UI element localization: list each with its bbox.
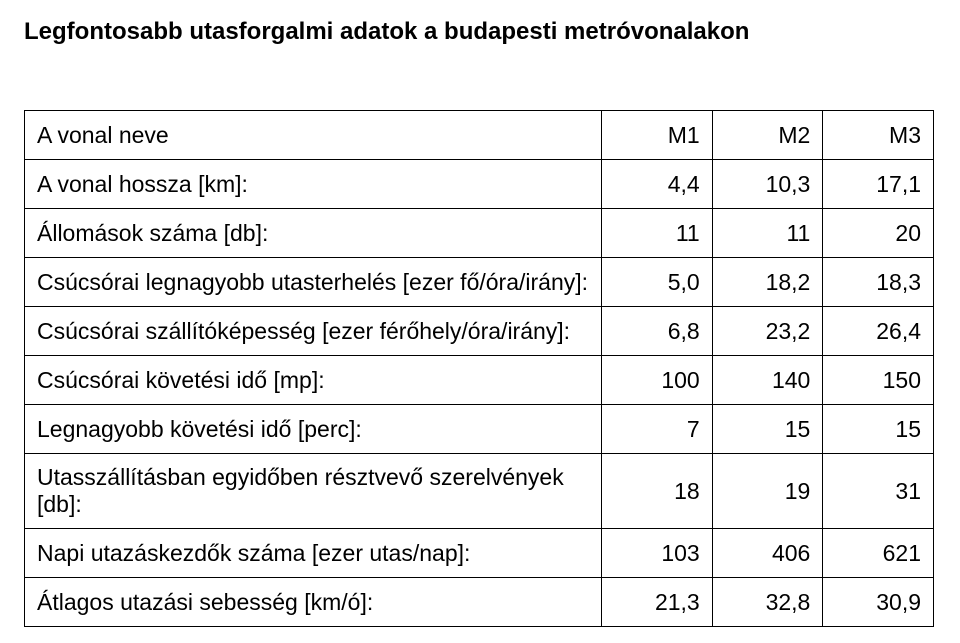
row-val-3: 26,4: [823, 307, 934, 356]
row-val-1: 18: [602, 454, 713, 529]
header-col-2: M2: [712, 111, 823, 160]
row-label: Átlagos utazási sebesség [km/ó]:: [25, 578, 602, 627]
table-row: Átlagos utazási sebesség [km/ó]: 21,3 32…: [25, 578, 934, 627]
table-row: Utasszállításban egyidőben résztvevő sze…: [25, 454, 934, 529]
page-title: Legfontosabb utasforgalmi adatok a budap…: [24, 18, 936, 46]
table-row: A vonal hossza [km]: 4,4 10,3 17,1: [25, 160, 934, 209]
row-val-1: 103: [602, 529, 713, 578]
row-label: Napi utazáskezdők száma [ezer utas/nap]:: [25, 529, 602, 578]
row-label: Csúcsórai követési idő [mp]:: [25, 356, 602, 405]
row-val-3: 150: [823, 356, 934, 405]
table-row: Csúcsórai szállítóképesség [ezer férőhel…: [25, 307, 934, 356]
row-val-3: 17,1: [823, 160, 934, 209]
row-val-1: 100: [602, 356, 713, 405]
row-val-2: 10,3: [712, 160, 823, 209]
row-val-1: 11: [602, 209, 713, 258]
table-header-row: A vonal neve M1 M2 M3: [25, 111, 934, 160]
row-label: Csúcsórai legnagyobb utasterhelés [ezer …: [25, 258, 602, 307]
row-val-1: 6,8: [602, 307, 713, 356]
row-label: Legnagyobb követési idő [perc]:: [25, 405, 602, 454]
row-val-1: 21,3: [602, 578, 713, 627]
row-val-1: 7: [602, 405, 713, 454]
table-row: Állomások száma [db]: 11 11 20: [25, 209, 934, 258]
data-table: A vonal neve M1 M2 M3 A vonal hossza [km…: [24, 110, 934, 627]
row-val-2: 32,8: [712, 578, 823, 627]
table-row: Csúcsórai követési idő [mp]: 100 140 150: [25, 356, 934, 405]
table-row: Csúcsórai legnagyobb utasterhelés [ezer …: [25, 258, 934, 307]
row-label: Állomások száma [db]:: [25, 209, 602, 258]
row-val-3: 621: [823, 529, 934, 578]
row-val-2: 11: [712, 209, 823, 258]
header-col-1: M1: [602, 111, 713, 160]
row-val-2: 140: [712, 356, 823, 405]
row-val-2: 406: [712, 529, 823, 578]
row-val-2: 18,2: [712, 258, 823, 307]
row-val-3: 30,9: [823, 578, 934, 627]
row-val-2: 23,2: [712, 307, 823, 356]
header-col-3: M3: [823, 111, 934, 160]
row-label: A vonal hossza [km]:: [25, 160, 602, 209]
row-label: Utasszállításban egyidőben résztvevő sze…: [25, 454, 602, 529]
row-val-3: 31: [823, 454, 934, 529]
row-val-3: 20: [823, 209, 934, 258]
row-val-2: 15: [712, 405, 823, 454]
row-val-2: 19: [712, 454, 823, 529]
row-val-3: 15: [823, 405, 934, 454]
table-row: Legnagyobb követési idő [perc]: 7 15 15: [25, 405, 934, 454]
header-label: A vonal neve: [25, 111, 602, 160]
table-row: Napi utazáskezdők száma [ezer utas/nap]:…: [25, 529, 934, 578]
row-val-3: 18,3: [823, 258, 934, 307]
row-val-1: 5,0: [602, 258, 713, 307]
row-label: Csúcsórai szállítóképesség [ezer férőhel…: [25, 307, 602, 356]
row-val-1: 4,4: [602, 160, 713, 209]
